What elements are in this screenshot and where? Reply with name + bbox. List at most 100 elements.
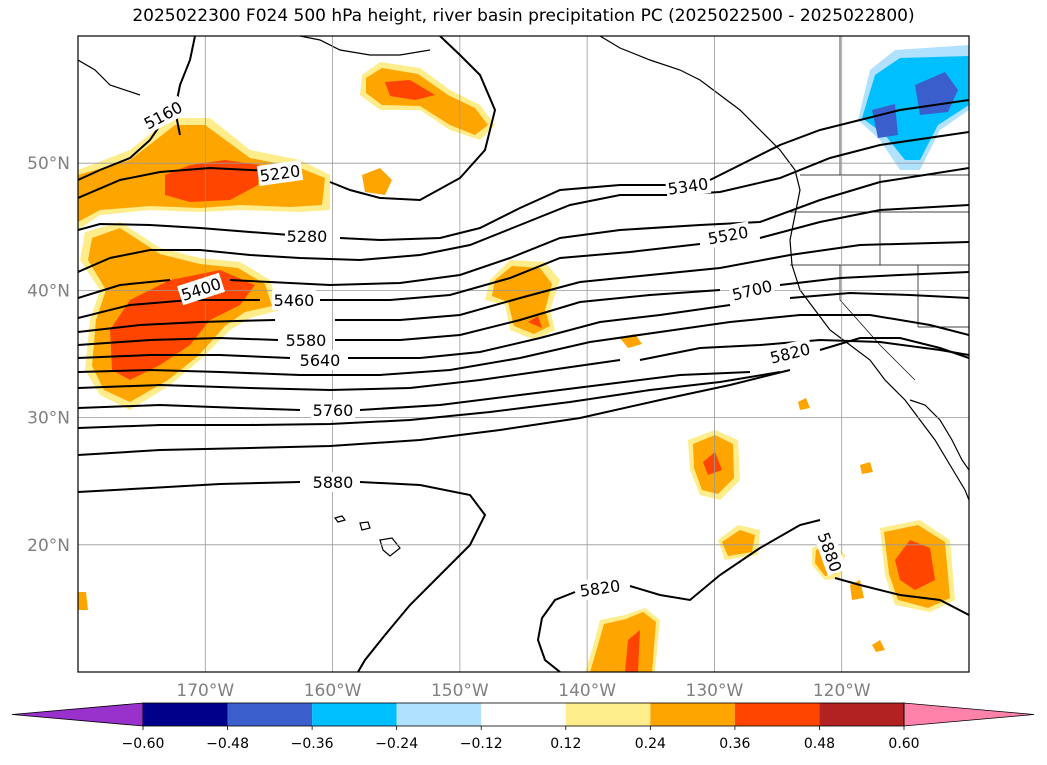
height-contour: [348, 304, 731, 359]
contour-label-halo: [285, 226, 329, 246]
colorbar-tick-label: −0.48: [206, 736, 249, 752]
height-contour: [78, 369, 791, 456]
height-contour: [834, 577, 969, 616]
pc-region-pos: [385, 80, 435, 100]
contour-label-halo: [311, 472, 355, 492]
height-contour: [78, 371, 781, 429]
height-contour: [78, 314, 969, 376]
contour-label: 5460: [274, 291, 315, 310]
lon-tick-label: 150°W: [431, 681, 489, 701]
pc-region-pos: [872, 640, 885, 652]
pc-region-pos: [625, 630, 640, 672]
colorbar-frame: [142, 702, 905, 727]
colorbar-tick-label: 0.24: [635, 736, 666, 752]
colorbar-tick-label: 0.48: [804, 736, 835, 752]
contour-label-halo: [256, 160, 304, 186]
colorbar: −0.60 −0.48 −0.36 −0.24 −0.12 0.12 0.24 0.36 0.4…: [11, 702, 1035, 752]
contour-label-halo: [728, 274, 776, 306]
height-contour: [789, 291, 969, 299]
coastline: [333, 515, 401, 557]
height-contour: [339, 184, 670, 242]
contour-label-halo: [766, 337, 814, 369]
lat-tick-label: 20°N: [27, 536, 70, 556]
height-contour: [329, 36, 497, 202]
contour-label: 5520: [706, 223, 749, 249]
lon-tick-label: 130°W: [686, 681, 744, 701]
height-contour: [709, 99, 969, 181]
map-frame: [77, 35, 970, 673]
colorbar-tick-label: −0.12: [460, 736, 503, 752]
pc-region-pos: [590, 612, 656, 672]
pc-region-pos: [362, 168, 392, 195]
height-contour: [229, 167, 969, 287]
lon-tick-label: 170°W: [176, 681, 234, 701]
colorbar-tick-label: −0.36: [291, 736, 334, 752]
colorbar-tick-label: 0.60: [888, 736, 919, 752]
colorbar-segment: [565, 703, 651, 726]
height-contour: [779, 271, 969, 286]
coastline: [299, 36, 431, 56]
pc-region-pos: [703, 452, 722, 475]
height-contour: [629, 519, 821, 602]
height-contour: [639, 338, 969, 361]
height-contour: [78, 299, 260, 319]
contour-label: 5820: [579, 576, 622, 600]
contour-label-halo: [664, 173, 712, 199]
height-contour: [759, 204, 969, 239]
pc-region-pos: [798, 398, 810, 410]
contour-label-halo: [298, 350, 342, 370]
contour-label-halo: [284, 330, 328, 350]
height-contour: [78, 481, 301, 493]
height-contour: [819, 337, 969, 359]
contour-label: 5700: [730, 276, 774, 304]
height-contour: [359, 371, 751, 411]
lat-tick-label: 40°N: [27, 281, 70, 301]
colorbar-tick-label: 0.12: [550, 736, 581, 752]
contour-label: 5880: [313, 473, 354, 492]
height-contour: [335, 241, 969, 321]
colorbar-segment: [396, 703, 482, 726]
contour-label-halo: [138, 95, 188, 135]
coastline: [909, 399, 969, 471]
colorbar-extend-right: [903, 702, 1035, 727]
contour-label: 5280: [287, 227, 328, 246]
height-contour: [78, 354, 291, 359]
contour-label-halo: [813, 527, 847, 577]
colorbar-tick-label: −0.24: [375, 736, 418, 752]
contour-label: 5580: [286, 331, 327, 350]
pc-region-pos: [860, 462, 873, 474]
height-contour: [78, 359, 621, 392]
contour-label-halo: [176, 272, 226, 306]
chart-title: 2025022300 F024 500 hPa height, river ba…: [132, 6, 915, 26]
lat-tick-label: 30°N: [27, 409, 70, 429]
colorbar-extend-left: [11, 702, 144, 727]
contour-label-halo: [576, 575, 624, 601]
lon-tick-label: 160°W: [304, 681, 362, 701]
height-contour: [78, 336, 279, 346]
height-contour: [78, 403, 301, 411]
pc-region-pos: [895, 540, 935, 590]
pc-region-pos: [722, 530, 755, 556]
contour-label: 5640: [300, 351, 341, 370]
colorbar-segment: [650, 703, 735, 726]
pc-region-pos: [528, 316, 542, 328]
contour-label-halo: [311, 400, 355, 420]
height-contour: [536, 591, 576, 672]
lon-tick-label: 120°W: [813, 681, 871, 701]
pc-region-neg: [915, 72, 958, 115]
height-contour: [78, 222, 291, 236]
height-contour: [78, 319, 276, 333]
pc-region-pos: [78, 592, 88, 610]
colorbar-segment: [143, 703, 228, 726]
colorbar-segment: [819, 703, 904, 726]
contour-label-halo: [704, 221, 752, 249]
coastline: [599, 36, 969, 501]
colorbar-tick-label: 0.36: [719, 736, 750, 752]
height-contour: [335, 289, 721, 341]
lat-tick-label: 50°N: [27, 154, 70, 174]
height-contour: [78, 279, 171, 299]
height-contour: [78, 131, 969, 273]
colorbar-segment: [734, 703, 820, 726]
height-contour: [320, 243, 701, 301]
